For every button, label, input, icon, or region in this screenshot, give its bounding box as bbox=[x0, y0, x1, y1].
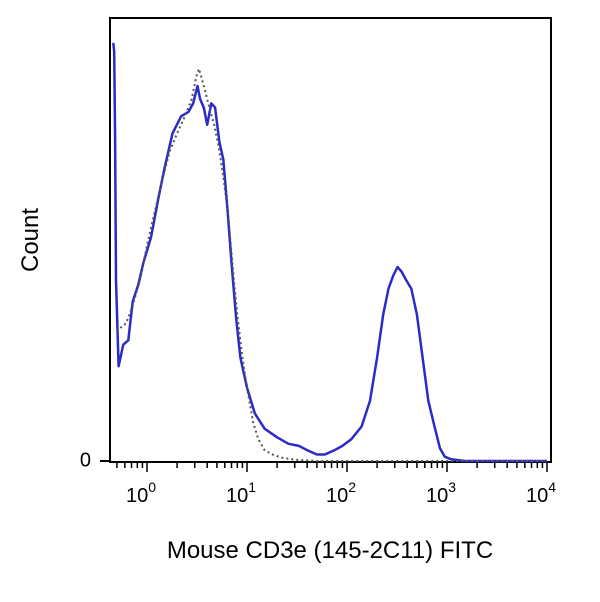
x-tick-label-exponent: 1 bbox=[248, 479, 256, 495]
series-layer bbox=[112, 42, 547, 463]
plot-frame bbox=[109, 17, 552, 463]
x-tick-label-exponent: 4 bbox=[548, 479, 556, 495]
x-tick-label: 104 bbox=[526, 479, 556, 507]
isotype-control-line bbox=[116, 67, 547, 462]
x-tick-label-exponent: 2 bbox=[348, 479, 356, 495]
stained-sample-line bbox=[112, 42, 547, 463]
x-tick-label-exponent: 3 bbox=[448, 479, 456, 495]
x-tick-label-base: 10 bbox=[526, 485, 548, 507]
x-axis-title: Mouse CD3e (145-2C11) FITC bbox=[167, 537, 493, 564]
x-axis-tick-labels: 100 101 102 103 104 bbox=[126, 479, 556, 507]
x-tick-label: 101 bbox=[226, 479, 256, 507]
x-tick-label-base: 10 bbox=[326, 485, 348, 507]
x-tick-label-base: 10 bbox=[126, 485, 148, 507]
x-tick-label-base: 10 bbox=[226, 485, 248, 507]
y-tick-label: 0 bbox=[80, 449, 91, 471]
x-axis-ticks bbox=[116, 462, 548, 472]
x-tick-label-base: 10 bbox=[426, 485, 448, 507]
x-tick-label-exponent: 0 bbox=[148, 479, 156, 495]
y-axis-title: Count bbox=[17, 208, 44, 272]
x-tick-label: 103 bbox=[426, 479, 456, 507]
x-tick-label: 102 bbox=[326, 479, 356, 507]
x-tick-label: 100 bbox=[126, 479, 156, 507]
y-axis-tick-zero: 0 bbox=[80, 449, 110, 471]
